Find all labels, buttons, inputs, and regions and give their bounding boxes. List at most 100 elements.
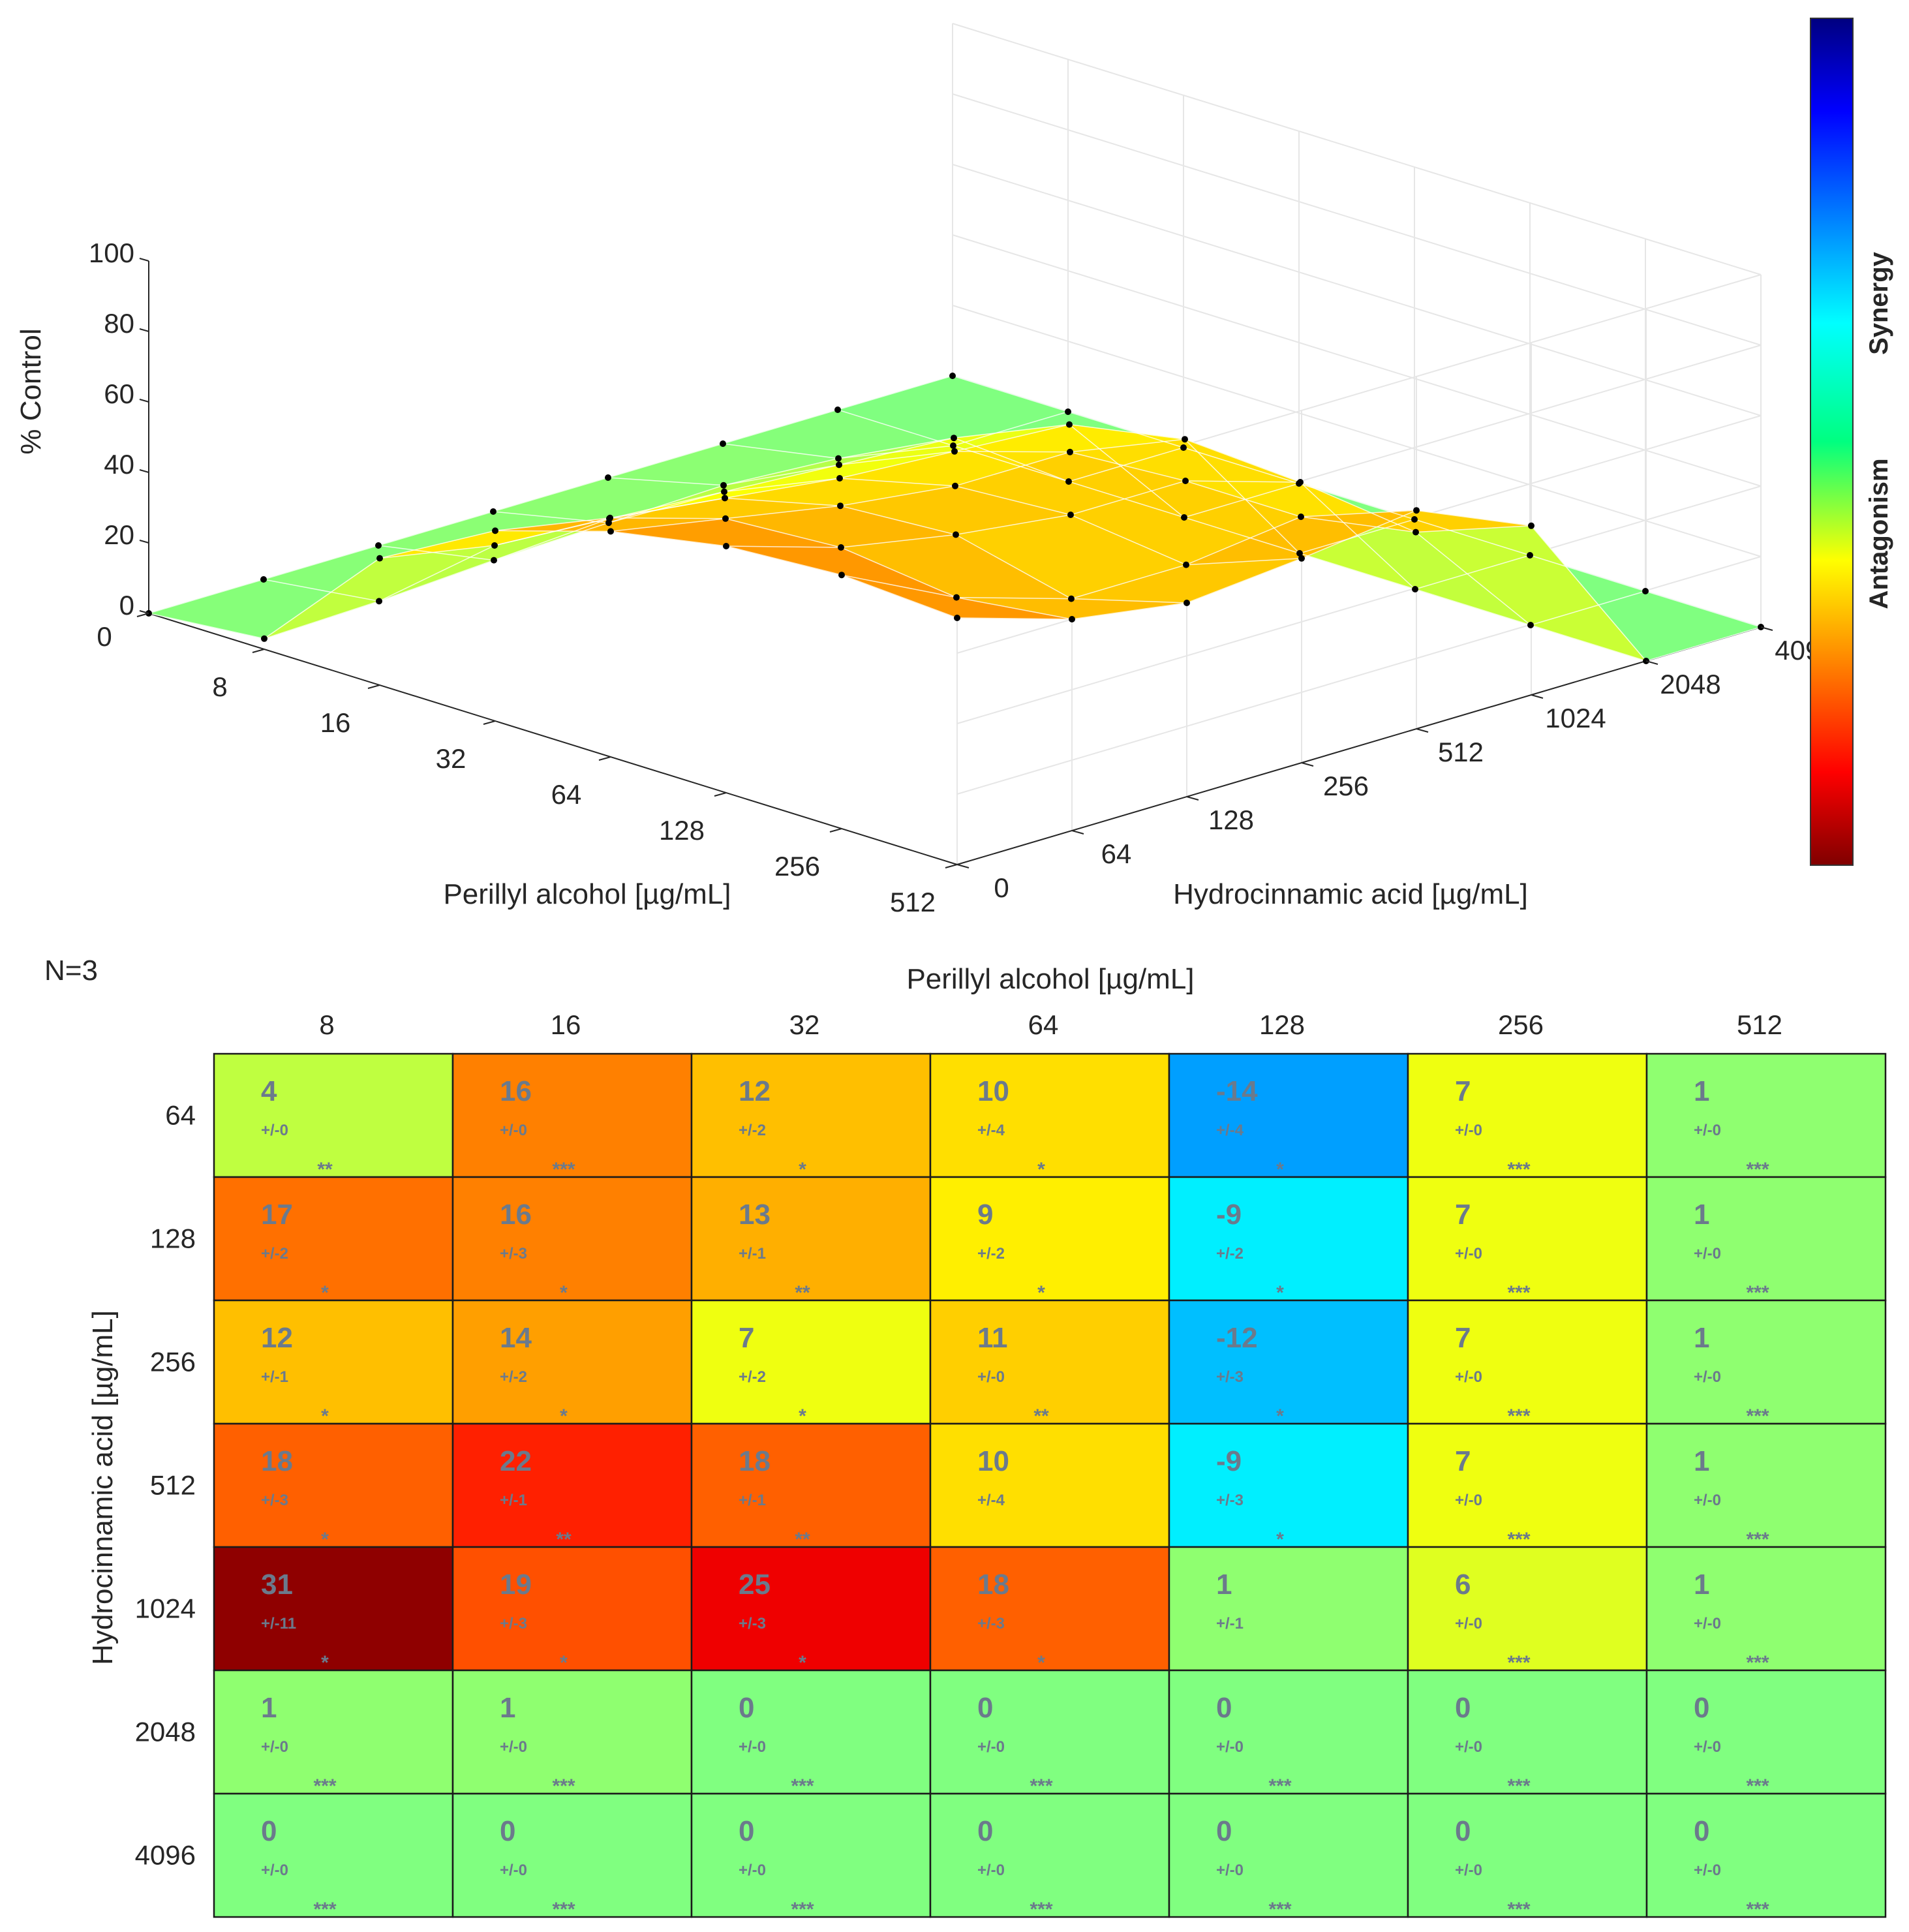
heatmap-cell: 31 +/-11 * (213, 1546, 454, 1674)
heatmap-row-label: 512 (150, 1470, 196, 1501)
heatmap-cell-sd: +/-0 (1694, 1738, 1721, 1756)
data-point (1296, 480, 1302, 487)
heatmap-cell-value: 17 (261, 1199, 293, 1231)
data-point (492, 527, 498, 534)
data-point (836, 461, 842, 468)
heatmap-cell-significance: ** (317, 1159, 333, 1180)
data-point (720, 482, 727, 489)
heatmap-cell-value: 1 (261, 1692, 277, 1724)
back-grid-line (952, 164, 1762, 416)
back-grid-line (952, 305, 1762, 557)
heatmap-cell: 0+/-0*** (690, 1669, 932, 1797)
heatmap-cell-value: 4 (261, 1075, 277, 1107)
heatmap-cell-significance: * (1276, 1529, 1284, 1550)
heatmap-cell: 7+/-0*** (1407, 1422, 1648, 1550)
heatmap-cell: 12 +/-1 * (213, 1299, 454, 1427)
heatmap-cell-sd: +/-0 (1694, 1862, 1721, 1879)
heatmap-cell-value: 18 (739, 1445, 771, 1477)
x-tick (598, 756, 611, 761)
heatmap-cell-bg (1168, 1546, 1409, 1672)
colorbar (1810, 18, 1854, 866)
heatmap-cell: 25 +/-3 * (690, 1546, 932, 1674)
heatmap-cell-significance: * (1276, 1159, 1284, 1180)
heatmap-cell-value: 1 (1216, 1569, 1232, 1601)
z-tick (139, 399, 149, 403)
data-point (1296, 550, 1303, 557)
data-point (1182, 436, 1188, 443)
heatmap-row-label: 256 (150, 1347, 196, 1377)
heatmap-cell-value: 1 (1694, 1445, 1709, 1477)
data-point (1069, 616, 1075, 622)
mesh-line (837, 409, 1647, 662)
heatmap-cell: 1+/-0*** (1645, 1546, 1887, 1674)
data-point (1066, 421, 1073, 428)
colorbar-synergy-label: Synergy (1865, 251, 1893, 355)
heatmap-cell-value: -14 (1216, 1075, 1258, 1107)
heatmap-cell-bg (929, 1299, 1170, 1425)
data-point (721, 488, 727, 495)
heatmap-cell-significance: * (1037, 1652, 1045, 1674)
heatmap-cell-value: 7 (739, 1322, 754, 1354)
heatmap-cell: 22 +/-1 ** (451, 1422, 693, 1550)
data-point (838, 544, 844, 551)
heatmap-cell-bg (690, 1299, 932, 1425)
heatmap-cell-sd: +/-0 (1216, 1862, 1244, 1879)
z-tick (139, 610, 149, 614)
heatmap-cell-value: -9 (1216, 1199, 1242, 1231)
data-point (722, 495, 728, 502)
heatmap-cell-value: 31 (261, 1569, 293, 1601)
data-point (951, 448, 958, 455)
heatmap-cell-sd: +/-0 (1694, 1492, 1721, 1509)
y-tick (1416, 728, 1429, 733)
x-tick-label: 128 (659, 815, 705, 846)
heatmap-cell-bg (451, 1299, 693, 1425)
y-tick-label: 0 (994, 872, 1009, 903)
heatmap-cell-value: 7 (1455, 1075, 1471, 1107)
heatmap-cell-value: 0 (1216, 1815, 1232, 1847)
heatmap-cell-sd: +/-0 (1455, 1615, 1482, 1633)
data-point (953, 531, 959, 538)
heatmap-cell-significance: ** (556, 1529, 572, 1550)
data-point (951, 435, 957, 442)
heatmap-cell-value: -12 (1216, 1322, 1258, 1354)
data-point (1413, 507, 1420, 514)
data-point (1298, 514, 1304, 520)
y-tick-label: 256 (1323, 771, 1369, 801)
heatmap-row-label: 128 (150, 1223, 196, 1254)
heatmap-cell-sd: +/-3 (1216, 1492, 1244, 1509)
heatmap-cell-sd: +/-0 (500, 1738, 527, 1756)
x-tick-label: 8 (212, 671, 227, 702)
heatmap-cell-sd: +/-0 (977, 1862, 1005, 1879)
y-tick-label: 512 (1438, 737, 1484, 767)
heatmap-cell-value: 6 (1455, 1569, 1471, 1601)
heatmap-cell-bg (1168, 1792, 1409, 1918)
heatmap-cell-significance: *** (791, 1899, 814, 1920)
data-point (1067, 512, 1074, 518)
heatmap-cell-bg (690, 1176, 932, 1302)
heatmap-cell: 16 +/-3 * (451, 1176, 693, 1304)
heatmap-cell-sd: +/-0 (1216, 1738, 1244, 1756)
heatmap-cell-sd: +/-3 (1216, 1368, 1244, 1386)
heatmap-cell: 1+/-0*** (451, 1669, 693, 1797)
heatmap-cell: 7 +/-2 * (690, 1299, 932, 1427)
x-axis-line (148, 613, 958, 865)
heatmap-cell: 1+/-0*** (1645, 1052, 1887, 1180)
heatmap-cell: 1+/-0*** (1645, 1422, 1887, 1550)
heatmap-cell: 0+/-0*** (1645, 1669, 1887, 1797)
x-tick (367, 684, 380, 689)
x-tick-label: 256 (774, 851, 820, 882)
z-tick-label: 0 (119, 590, 134, 621)
data-point (261, 635, 267, 642)
heatmap-cell-bg (213, 1052, 454, 1178)
heatmap-cell-value: 0 (1694, 1815, 1709, 1847)
heatmap-cell: 6+/-0*** (1407, 1546, 1648, 1674)
heatmap-cell: 12 +/-2 * (690, 1052, 932, 1180)
mesh-line (610, 438, 1415, 554)
heatmap-cell: 17 +/-2 * (213, 1176, 454, 1304)
heatmap-cell-bg (1407, 1669, 1648, 1795)
heatmap-cell-value: 1 (1694, 1322, 1709, 1354)
data-point (952, 482, 958, 489)
heatmap-cell-sd: +/-0 (1694, 1122, 1721, 1139)
heatmap-cell-significance: * (799, 1405, 806, 1427)
heatmap-cell-sd: +/-0 (261, 1862, 288, 1879)
